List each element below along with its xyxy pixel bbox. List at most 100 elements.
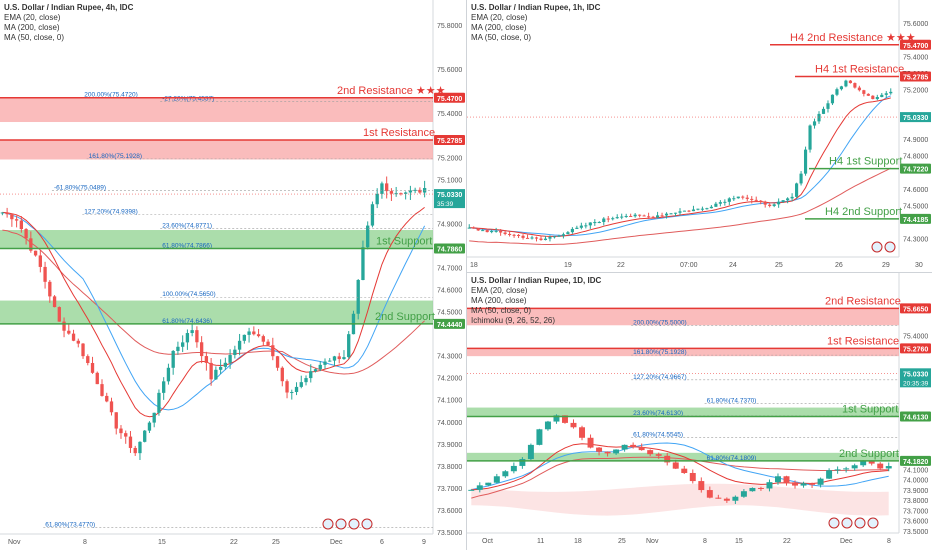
candle-body [606,218,610,220]
price-level-tag-bg [434,92,465,103]
candle-body [763,201,767,205]
legend-title-4h: U.S. Dollar / Indian Rupee, 4h, IDC [4,3,134,12]
ma200-line [471,456,889,499]
candle-body [313,369,318,372]
time-tick-label: 26 [835,262,843,269]
fib-level-label: 127.20%(74.9667) [633,374,687,381]
price-tick-label: 74.3000 [437,354,462,361]
candle-body [848,80,852,84]
candle-body [422,188,427,193]
price-tick-label: 74.7000 [437,265,462,272]
candle-body [672,462,679,469]
candle-body [792,482,799,486]
time-tick-label: Dec [840,538,853,545]
current-price-tag: 75.0330 [903,115,928,122]
time-tick-label: 22 [783,538,791,545]
chart-1d-svg: 75.400074.200074.100074.000073.900073.80… [467,273,932,550]
support-zone [467,407,899,417]
candle-body [877,463,884,469]
price-tick-label: 74.1000 [903,467,928,474]
candle-body [817,113,821,122]
candle-body [664,213,669,216]
candle-body [732,496,739,501]
candle-body [579,225,583,228]
candle-body [808,125,812,150]
legend-ma50-1d: MA (50, close, 0) [471,306,532,315]
candle-body [271,345,275,357]
candle-body [24,229,28,239]
candle-body [669,213,673,215]
ma200-line [2,229,425,375]
candle-body [884,93,888,95]
vertical-divider [466,0,467,550]
candle-body [467,227,471,229]
candle-body [723,498,730,501]
fib-level-label: 23.60%(74.6130) [633,410,683,417]
resistance-label: 1st Resistance [363,127,435,139]
candle-body [190,330,194,334]
price-tick-label: 75.4000 [903,334,928,341]
time-tick-label: 25 [618,538,626,545]
candle-body [777,201,781,205]
chart-panel-1h[interactable]: 75.600075.400075.300075.200074.900074.80… [467,0,932,272]
price-tick-label: 73.5000 [903,529,928,536]
ma50-line [469,95,891,237]
event-flag-icon [335,518,347,530]
candle-body [566,232,570,235]
candle-body [543,238,548,241]
current-price-countdown: 20:35:39 [903,380,929,387]
candle-body [162,381,166,393]
candle-body [521,235,525,238]
candle-body [740,491,747,497]
candle-body [280,367,284,382]
fib-level-label: 161.80%(75.1928) [633,349,687,356]
candle-body [119,428,123,434]
candle-body [835,89,839,95]
candle-body [575,227,579,229]
candle-body [536,429,543,445]
price-level-tag: 74.4440 [437,322,462,329]
candle-body [332,356,337,361]
chart-panel-4h[interactable]: 75.8000 75.6000 75.4000 75.2000 75.1000 74.90… [0,0,466,550]
chart-panel-1d[interactable]: 75.400074.200074.100074.000073.900073.80… [467,273,932,550]
candle-body [261,336,265,342]
time-tick-label: 8 [703,538,707,545]
candle-body [95,372,99,385]
candle-body [328,360,332,362]
fib-level-label: 61.80%(74.5545) [633,431,683,438]
price-level-tag-bg [434,134,465,145]
candle-body [698,481,705,491]
candle-body [525,237,530,239]
candle-body [43,266,47,282]
price-tick-label: 74.8000 [903,154,928,161]
candle-body [171,350,175,368]
price-tick-label: 73.8000 [437,464,462,471]
candle-body [57,307,61,322]
ma50-line [2,211,426,411]
time-tick-label: 11 [537,538,544,545]
candle-body [247,331,251,335]
candle-body [485,482,492,486]
candle-body [530,237,534,239]
resistance-label: 2nd Resistance ★★★ [337,85,446,97]
price-level-tag: 75.2760 [903,346,928,353]
legend-ma50-4h: MA (50, close, 0) [4,33,65,42]
support-label: 2nd Support [375,311,435,323]
candle-body [696,208,700,210]
price-tick-label: 74.0000 [903,478,928,485]
candle-body [638,446,645,451]
candle-body [853,83,857,88]
price-level-tag-bg [900,411,931,422]
candle-body [337,356,341,360]
candle-body [503,232,507,234]
candle-body [493,476,500,483]
candle-body [502,471,509,477]
legend-title-1h: U.S. Dollar / Indian Rupee, 1h, IDC [471,3,601,12]
event-flag-icon [828,517,840,529]
candle-body [10,214,14,220]
candle-body [81,343,85,357]
candle-body [757,487,764,489]
candle-body [356,280,360,314]
candle-body [5,212,9,215]
current-price-tag-bg [434,189,465,209]
